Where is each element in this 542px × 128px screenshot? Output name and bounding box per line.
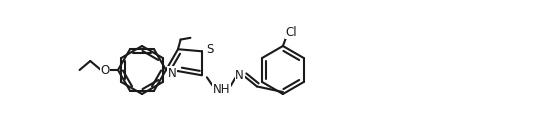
Text: O: O — [100, 63, 109, 77]
Text: N: N — [235, 69, 244, 82]
Text: S: S — [206, 43, 214, 56]
Text: NH: NH — [213, 83, 230, 96]
Text: Cl: Cl — [285, 25, 296, 39]
Text: N: N — [168, 67, 177, 80]
